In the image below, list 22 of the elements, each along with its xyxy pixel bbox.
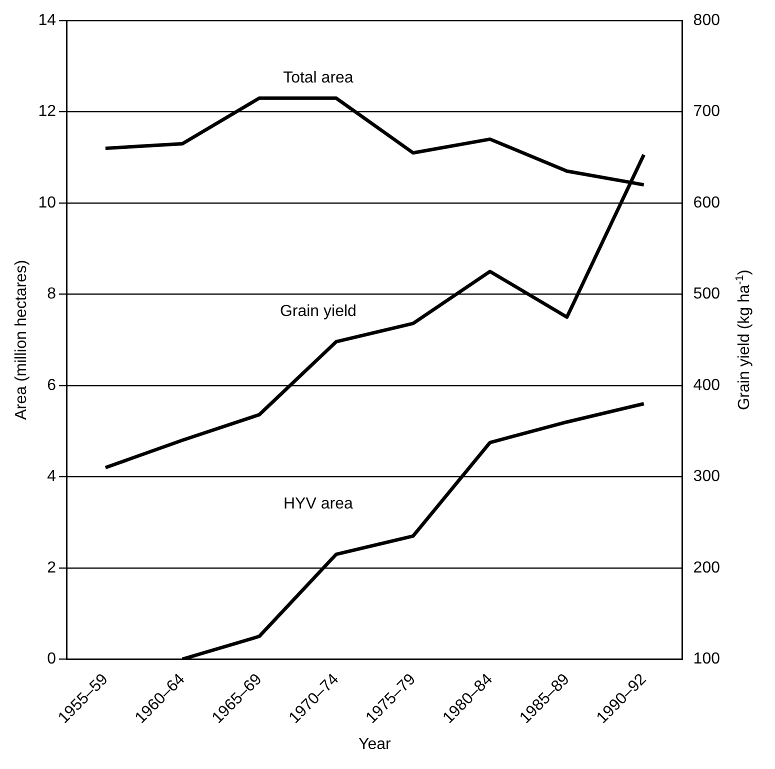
y2-tick-label: 100 <box>693 650 720 668</box>
y-axis-title: Area (million hectares) <box>13 260 30 420</box>
y2-tick-label: 700 <box>693 103 720 120</box>
y-tick-label: 10 <box>38 194 56 212</box>
y2-tick-label: 400 <box>693 376 720 394</box>
y-tick-label: 14 <box>38 12 56 30</box>
y2-tick-label: 300 <box>693 468 720 486</box>
series-label: Total area <box>283 70 354 87</box>
y-tick-label: 0 <box>47 650 56 668</box>
y2-tick-label: 500 <box>693 286 720 303</box>
y-tick-label: 12 <box>38 103 56 120</box>
x-axis-title: Year <box>358 736 392 753</box>
series-label: Grain yield <box>280 303 356 320</box>
y2-tick-label: 800 <box>693 12 720 30</box>
y2-tick-label: 200 <box>693 559 720 576</box>
y2-axis-title: Grain yield (kg ha-1) <box>734 270 753 410</box>
text: HYV area <box>284 496 353 513</box>
y-tick-label: 8 <box>47 286 56 303</box>
y-tick-label: 4 <box>47 468 56 486</box>
y-tick-label: 6 <box>47 376 56 394</box>
y2-tick-label: 600 <box>693 194 720 212</box>
y-tick-label: 2 <box>47 559 56 576</box>
